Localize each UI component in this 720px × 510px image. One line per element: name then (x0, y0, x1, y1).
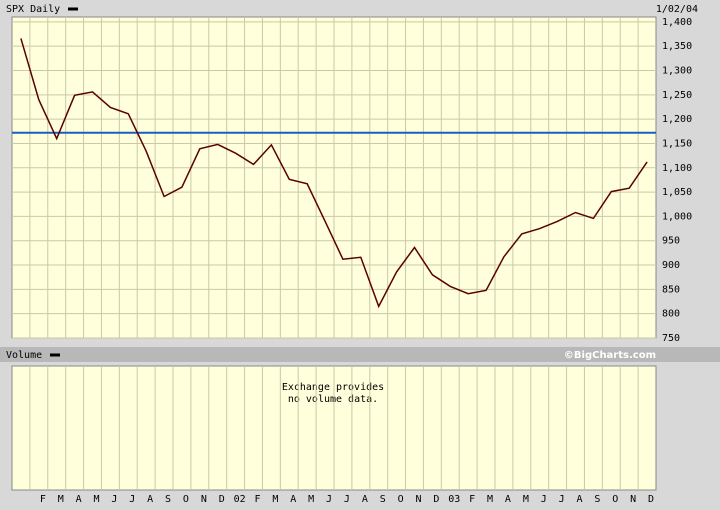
x-tick-label: O (612, 494, 618, 505)
x-tick-label: O (183, 494, 189, 505)
x-tick-label: J (559, 494, 565, 505)
price-line (20, 38, 648, 309)
x-tick-label: O (398, 494, 404, 505)
x-tick-label: J (326, 494, 332, 505)
x-tick-label: M (308, 494, 314, 505)
x-tick-label: A (362, 494, 368, 505)
x-tick-label: N (630, 494, 636, 505)
x-tick-label: D (433, 494, 439, 505)
x-tick-label: M (58, 494, 64, 505)
y-tick-label: 1,000 (662, 211, 692, 222)
x-tick-label: F (254, 494, 260, 505)
y-tick-label: 1,050 (662, 187, 692, 198)
y-tick-label: 1,200 (662, 114, 692, 125)
x-tick-label: S (165, 494, 171, 505)
x-tick-label: J (111, 494, 117, 505)
x-tick-label: 03 (448, 494, 460, 505)
x-tick-label: A (505, 494, 511, 505)
x-tick-label: F (469, 494, 475, 505)
x-tick-label: S (380, 494, 386, 505)
credit: ©BigCharts.com (564, 350, 656, 361)
volume-note: Exchange provides (282, 382, 384, 393)
x-tick-label: J (344, 494, 350, 505)
x-tick-label: M (93, 494, 99, 505)
date-label: 1/02/04 (656, 4, 698, 15)
chart-title: SPX Daily (6, 4, 60, 15)
volume-title: Volume (6, 350, 42, 361)
x-tick-label: N (415, 494, 421, 505)
y-tick-label: 750 (662, 333, 680, 344)
x-tick-label: D (648, 494, 654, 505)
x-tick-label: M (487, 494, 493, 505)
x-tick-label: D (219, 494, 225, 505)
x-tick-label: A (290, 494, 296, 505)
y-tick-label: 1,400 (662, 17, 692, 28)
x-tick-label: A (76, 494, 82, 505)
volume-note: no volume data. (288, 394, 378, 405)
x-tick-label: 02 (234, 494, 246, 505)
x-tick-label: N (201, 494, 207, 505)
y-tick-label: 900 (662, 260, 680, 271)
y-tick-label: 1,250 (662, 90, 692, 101)
x-tick-label: M (272, 494, 278, 505)
y-tick-label: 1,150 (662, 138, 692, 149)
x-tick-label: S (594, 494, 600, 505)
y-tick-label: 800 (662, 309, 680, 320)
x-tick-label: A (147, 494, 153, 505)
y-tick-label: 1,300 (662, 66, 692, 77)
x-tick-label: F (40, 494, 46, 505)
x-tick-label: A (576, 494, 582, 505)
y-tick-label: 950 (662, 236, 680, 247)
y-tick-label: 1,350 (662, 41, 692, 52)
x-tick-label: J (541, 494, 547, 505)
volume-header (0, 347, 720, 362)
y-tick-label: 1,100 (662, 163, 692, 174)
y-tick-label: 850 (662, 284, 680, 295)
x-tick-label: J (129, 494, 135, 505)
x-tick-label: M (523, 494, 529, 505)
